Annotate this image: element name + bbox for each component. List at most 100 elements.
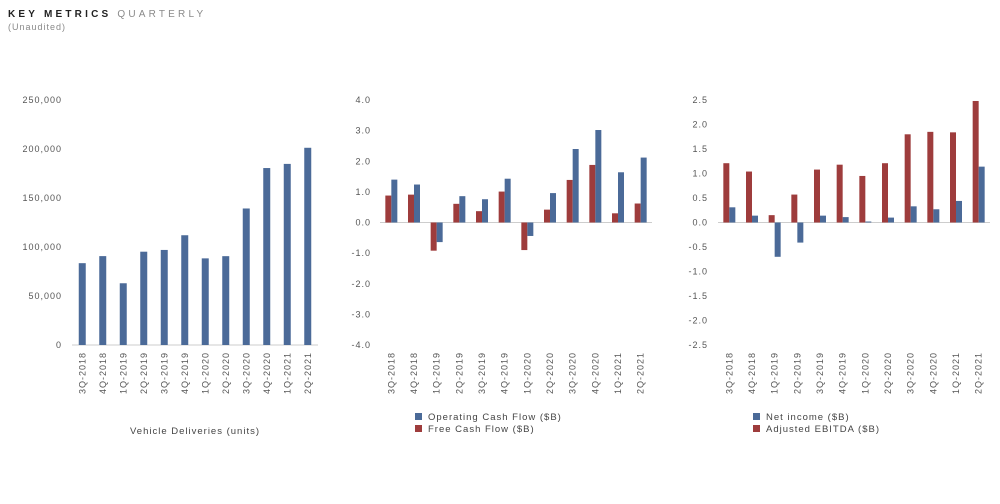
x-tick-label: 4Q-2018 — [98, 352, 108, 394]
legend-label: Free Cash Flow ($B) — [428, 424, 535, 435]
bar — [752, 215, 758, 223]
bar — [595, 130, 602, 223]
x-tick-label: 1Q-2020 — [860, 352, 870, 394]
bar — [797, 222, 804, 243]
y-tick-label: 0 — [56, 340, 62, 350]
y-tick-label: 250,000 — [22, 95, 62, 105]
x-tick-label: 4Q-2020 — [262, 352, 272, 394]
x-tick-label: 3Q-2018 — [386, 352, 396, 394]
x-tick-label: 4Q-2020 — [928, 352, 938, 394]
y-tick-label: -0.5 — [688, 242, 708, 252]
x-tick-label: 3Q-2018 — [77, 352, 87, 394]
x-tick-label: 3Q-2019 — [815, 352, 825, 394]
title-bold: KEY METRICS — [8, 9, 112, 20]
bar — [566, 179, 573, 223]
x-tick-label: 1Q-2019 — [770, 352, 780, 394]
bar — [910, 206, 917, 223]
x-tick-label: 1Q-2021 — [282, 352, 292, 394]
bar — [78, 263, 86, 345]
bar — [476, 211, 482, 223]
y-tick-label: -1.5 — [688, 291, 708, 301]
bar — [572, 149, 579, 223]
bar — [436, 222, 443, 243]
bar — [181, 235, 189, 345]
y-tick-label: 4.0 — [355, 95, 371, 105]
bar — [263, 168, 271, 345]
x-tick-label: 3Q-2019 — [477, 352, 487, 394]
x-tick-label: 3Q-2018 — [724, 352, 734, 394]
bar — [618, 172, 624, 223]
x-tick-label: 1Q-2021 — [951, 352, 961, 394]
bar — [842, 217, 849, 223]
x-tick-label: 3Q-2020 — [906, 352, 916, 394]
bar — [408, 194, 414, 223]
bar — [430, 222, 437, 251]
y-tick-label: 1.0 — [692, 169, 708, 179]
bar — [414, 184, 420, 223]
x-tick-label: 4Q-2019 — [838, 352, 848, 394]
y-tick-label: 50,000 — [28, 291, 62, 301]
bar — [634, 203, 641, 223]
y-tick-label: -1.0 — [688, 267, 708, 277]
bar — [927, 131, 934, 223]
y-tick-label: 150,000 — [22, 193, 62, 203]
bar — [859, 175, 866, 223]
legend-swatch — [415, 413, 422, 420]
x-tick-label: 4Q-2019 — [500, 352, 510, 394]
x-tick-label: 1Q-2019 — [432, 352, 442, 394]
x-tick-label: 4Q-2020 — [590, 352, 600, 394]
bar — [498, 191, 505, 223]
legend-label: Operating Cash Flow ($B) — [428, 412, 562, 423]
y-tick-label: -2.0 — [351, 279, 371, 289]
bar — [933, 209, 940, 223]
bar — [242, 208, 250, 345]
y-tick-label: -2.0 — [688, 316, 708, 326]
bar — [160, 249, 168, 345]
y-tick-label: 1.0 — [355, 187, 371, 197]
bar — [304, 147, 312, 345]
x-tick-label: 2Q-2021 — [974, 352, 984, 394]
bar — [950, 132, 956, 223]
bar — [814, 169, 820, 223]
bar — [836, 164, 843, 223]
bar — [99, 256, 107, 345]
bar — [589, 164, 596, 223]
bar — [904, 134, 911, 223]
x-tick-label: 4Q-2019 — [180, 352, 190, 394]
bar — [482, 199, 488, 223]
y-tick-label: 0.0 — [355, 218, 371, 228]
page-header: KEY METRICS QUARTERLY (Unaudited) — [8, 9, 206, 32]
x-tick-label: 2Q-2019 — [792, 352, 802, 394]
page-title: KEY METRICS QUARTERLY — [8, 9, 206, 21]
y-tick-label: 2.0 — [355, 156, 371, 166]
x-tick-label: 2Q-2020 — [883, 352, 893, 394]
bar — [222, 256, 230, 345]
y-tick-label: 0.0 — [692, 218, 708, 228]
x-axis-title: Vehicle Deliveries (units) — [130, 426, 260, 437]
y-tick-label: 0.5 — [692, 193, 708, 203]
bar — [201, 258, 209, 345]
bar — [119, 283, 127, 345]
bar — [385, 195, 392, 223]
legend-swatch — [753, 425, 760, 432]
bar — [640, 157, 647, 223]
y-tick-label: 200,000 — [22, 144, 62, 154]
bar — [391, 179, 398, 223]
bar — [746, 171, 752, 223]
bar — [972, 100, 979, 223]
bar — [140, 251, 148, 345]
page-subtitle: (Unaudited) — [8, 22, 67, 32]
bar — [723, 163, 730, 223]
bar — [521, 222, 528, 251]
x-tick-label: 2Q-2019 — [139, 352, 149, 394]
bar — [956, 200, 962, 223]
y-tick-label: -3.0 — [351, 309, 371, 319]
bar — [544, 209, 550, 223]
bar — [459, 196, 466, 223]
x-tick-label: 3Q-2020 — [568, 352, 578, 394]
bar — [774, 222, 781, 257]
bar — [865, 221, 872, 223]
bar — [882, 163, 888, 223]
